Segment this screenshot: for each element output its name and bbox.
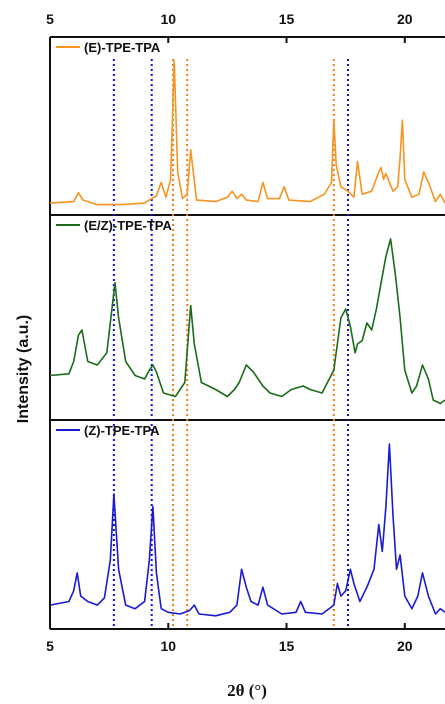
series-group — [49, 60, 445, 617]
x-axis-label: 2θ (°) — [227, 681, 267, 700]
x-tick-label-top: 20 — [397, 11, 413, 27]
x-tick-label: 15 — [279, 638, 295, 654]
plot-frame — [49, 36, 445, 630]
legend-label: (E/Z)-TPE-TPA — [84, 218, 172, 233]
x-tick-label-top: 10 — [160, 11, 176, 27]
legend-label: (Z)-TPE-TPA — [84, 423, 160, 438]
x-tick-label: 5 — [46, 638, 54, 654]
axis-ticks: 5 5 10 10 15 15 20 20 — [46, 11, 413, 654]
legend-label: (E)-TPE-TPA — [84, 40, 161, 55]
series-line — [49, 443, 445, 617]
x-tick-label: 10 — [160, 638, 176, 654]
x-tick-label: 20 — [397, 638, 413, 654]
x-tick-label-top: 5 — [46, 11, 54, 27]
x-tick-label-top: 15 — [279, 11, 295, 27]
y-axis-label: Intensity (a.u.) — [15, 315, 32, 423]
series-line — [49, 60, 445, 206]
series-line — [49, 238, 445, 405]
reference-lines — [112, 59, 350, 629]
legend-group: (E)-TPE-TPA (E/Z)-TPE-TPA (Z)-TPE-TPA — [56, 40, 172, 438]
